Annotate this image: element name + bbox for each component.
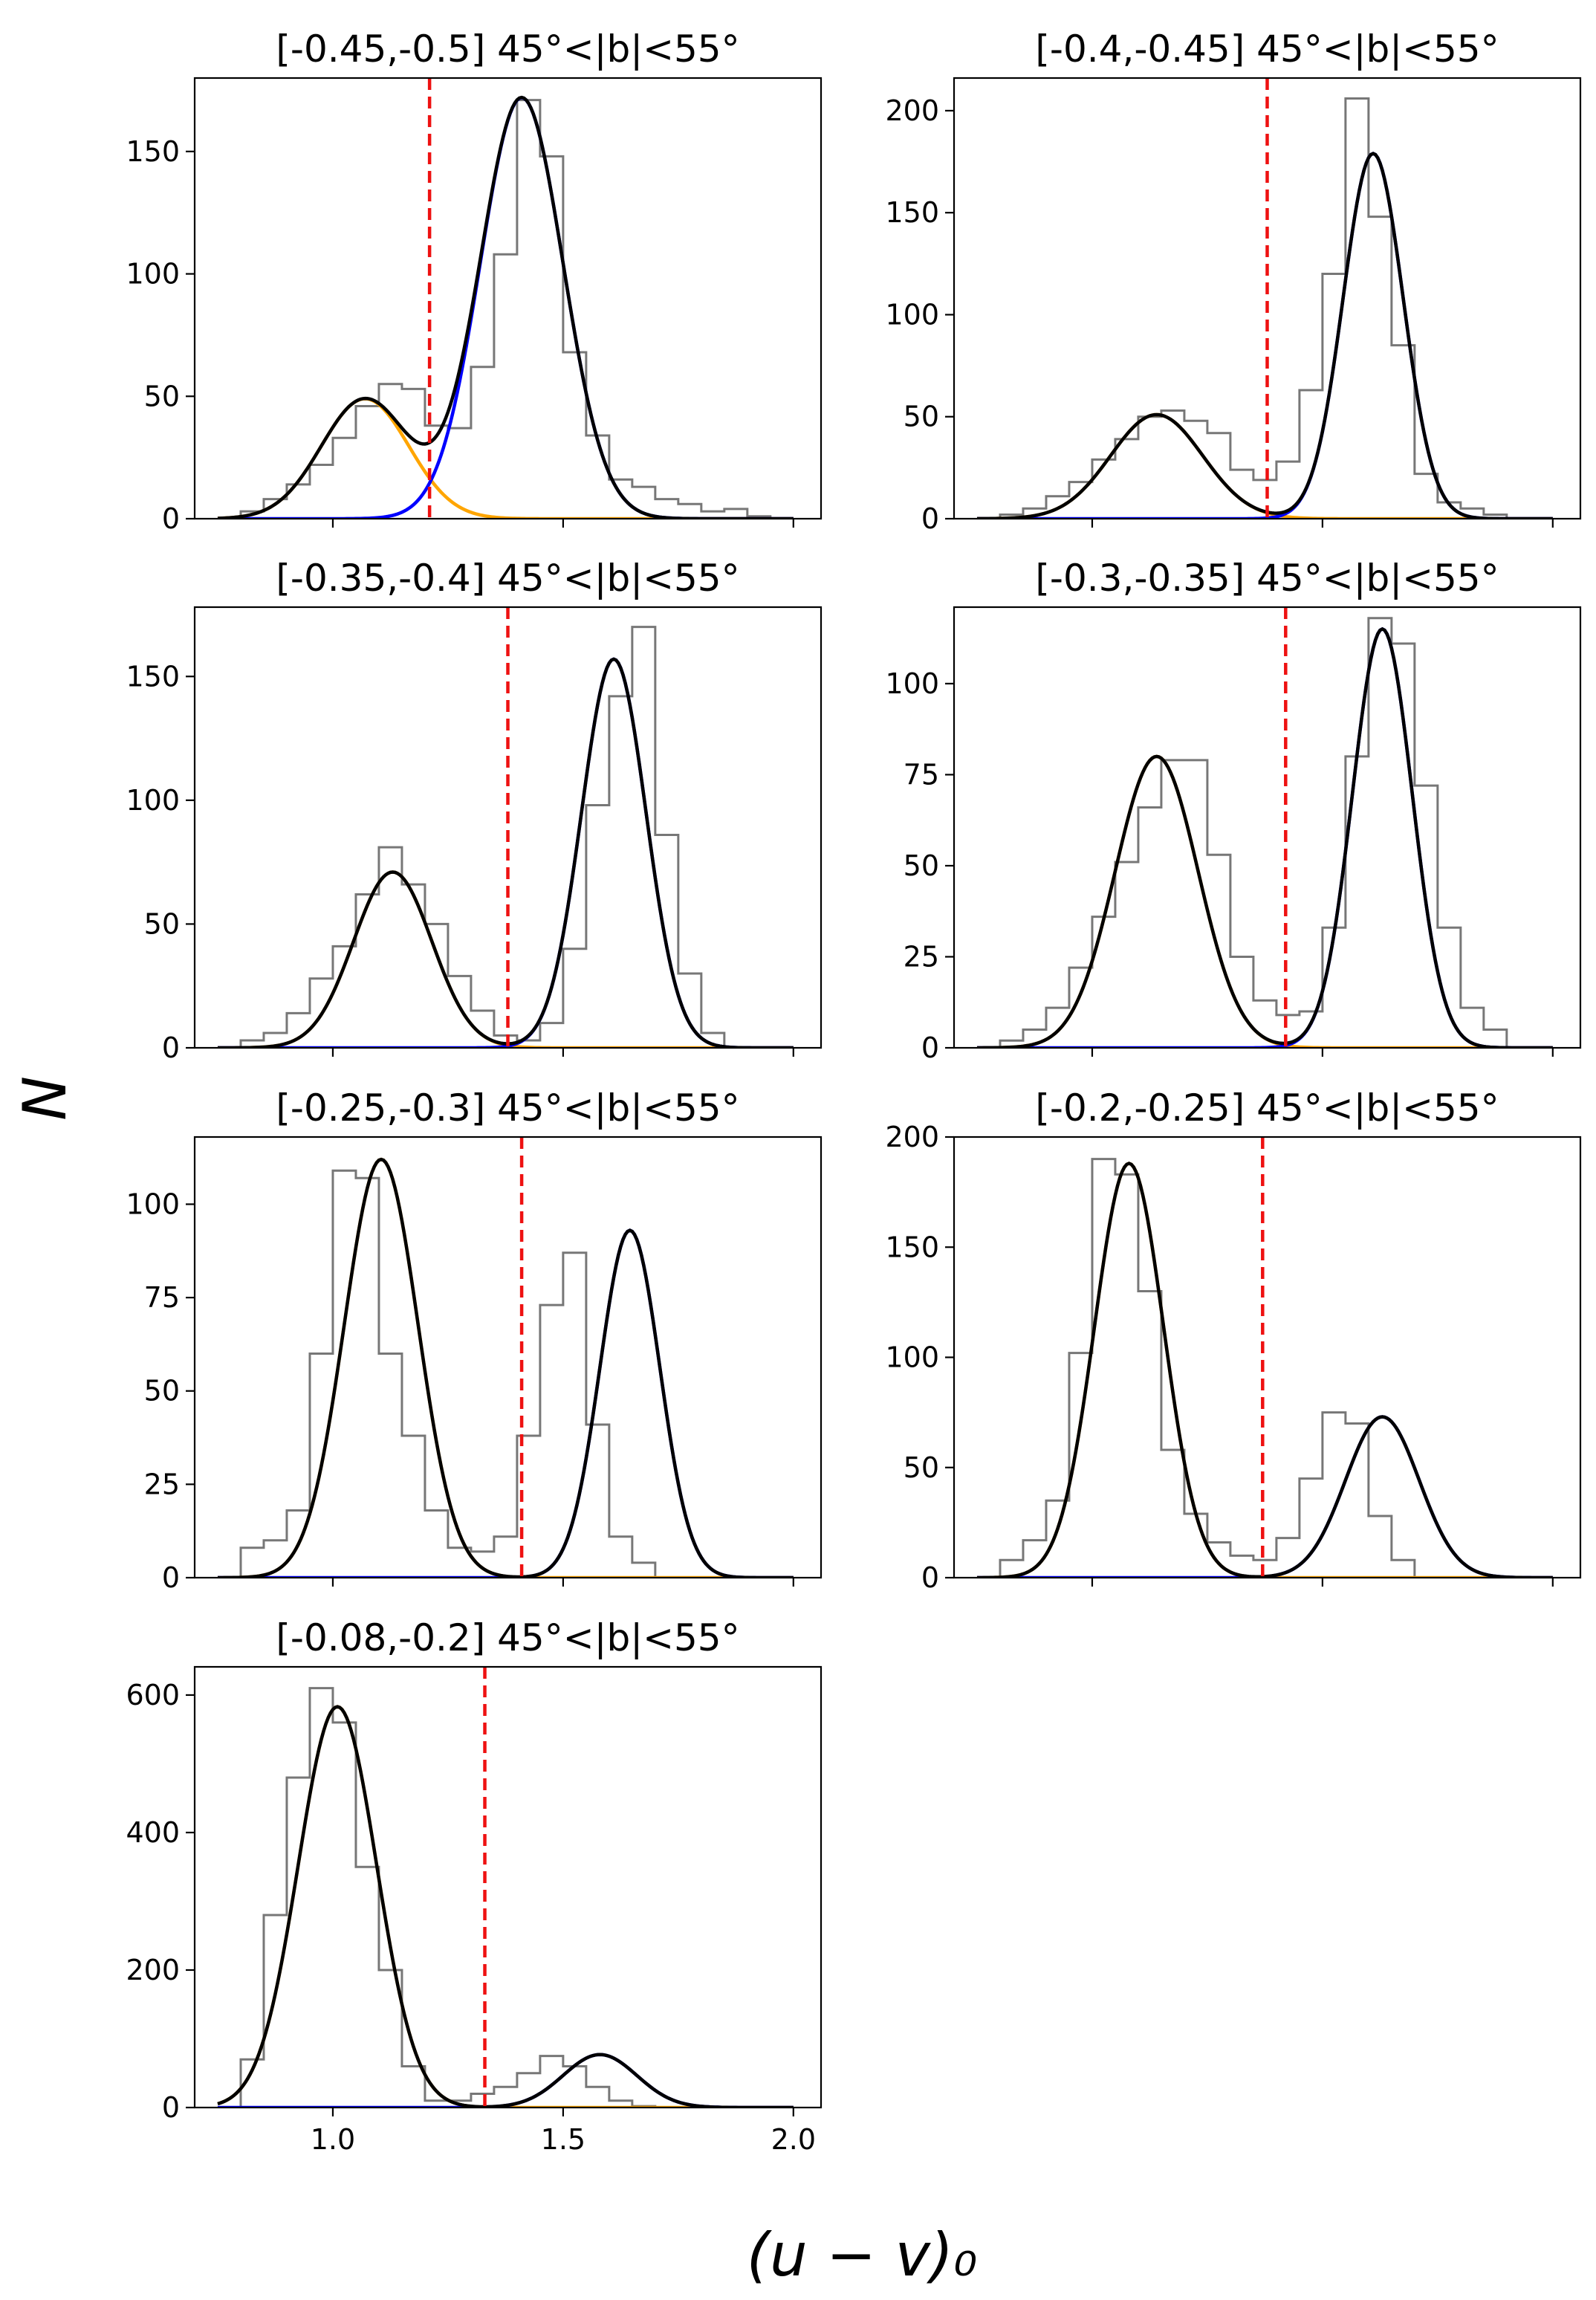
y-tick-label: 25 — [904, 940, 939, 973]
panel-2: 0 50 100 150 200 [-0.4,-0.45] 45°<|b|<55° — [885, 27, 1582, 535]
x-tick-label: 2.0 — [771, 2123, 816, 2156]
y-tick-label: 75 — [144, 1281, 180, 1314]
axes-frame — [193, 1136, 823, 1579]
panel-7: 0 200 400 600 1.0 1.5 2.0 [-0.08,-0.2] 45°<|b|<… — [126, 1616, 823, 2156]
axes-frame — [953, 606, 1582, 1049]
plot-area — [217, 1667, 794, 2108]
y-tick-label: 0 — [921, 502, 939, 535]
plot-area — [217, 607, 794, 1048]
y-tick-label: 50 — [904, 401, 939, 433]
panel-5: 0 25 50 75 100 [-0.25,-0.3] 45°<|b|<55° — [126, 1086, 823, 1594]
red-sequence-fit-curve — [976, 626, 1553, 1048]
y-tick-label: 25 — [144, 1468, 180, 1500]
plot-area — [976, 607, 1553, 1048]
y-tick-label: 0 — [921, 1561, 939, 1594]
axes-frame — [193, 1665, 823, 2109]
panel-title: [-0.35,-0.4] 45°<|b|<55° — [276, 557, 739, 600]
axes-frame — [193, 606, 823, 1049]
blue-cloud-fit-curve — [976, 754, 1553, 1048]
panel-title: [-0.4,-0.45] 45°<|b|<55° — [1035, 27, 1499, 71]
total-fit-curve — [976, 626, 1553, 1048]
red-sequence-fit-curve — [217, 2053, 794, 2108]
axes-frame — [193, 77, 823, 520]
x-tick-label: 1.5 — [541, 2123, 585, 2156]
y-tick-label: 100 — [126, 1188, 180, 1220]
y-tick-label: 100 — [885, 298, 939, 331]
total-fit-curve — [217, 1157, 794, 1578]
red-sequence-fit-curve — [976, 1415, 1553, 1578]
plot-area — [976, 1137, 1553, 1578]
histogram — [239, 1169, 794, 1578]
total-fit-curve — [217, 657, 794, 1048]
total-fit-curve — [976, 152, 1553, 519]
blue-cloud-fit-curve — [217, 1705, 794, 2108]
y-tick-label: 50 — [904, 1451, 939, 1484]
y-tick-label: 50 — [144, 1375, 180, 1407]
y-tick-label: 400 — [126, 1816, 180, 1849]
panel-3: 0 50 100 150 [-0.35,-0.4] 45°<|b|<55° — [126, 557, 823, 1064]
histogram — [999, 97, 1553, 519]
panel-title: [-0.2,-0.25] 45°<|b|<55° — [1035, 1086, 1499, 1130]
figure-xlabel: (u − v)₀ — [747, 2220, 977, 2290]
y-tick-label: 100 — [885, 667, 939, 700]
y-tick-label: 150 — [126, 135, 180, 168]
histogram — [239, 1687, 794, 2108]
panel-title: [-0.25,-0.3] 45°<|b|<55° — [276, 1086, 739, 1130]
y-tick-label: 100 — [885, 1341, 939, 1374]
y-tick-label: 0 — [162, 1031, 180, 1064]
y-tick-label: 0 — [162, 2091, 180, 2124]
blue-cloud-fit-curve — [976, 412, 1553, 519]
y-tick-label: 0 — [162, 1561, 180, 1594]
y-tick-label: 200 — [885, 1121, 939, 1153]
red-sequence-fit-curve — [217, 657, 794, 1048]
y-tick-label: 150 — [885, 1231, 939, 1263]
blue-cloud-fit-curve — [217, 397, 794, 519]
plot-area — [217, 1137, 794, 1578]
y-tick-label: 50 — [144, 907, 180, 940]
y-tick-label: 200 — [885, 94, 939, 127]
total-fit-curve — [976, 1162, 1553, 1578]
panel-title: [-0.45,-0.5] 45°<|b|<55° — [276, 27, 739, 71]
blue-cloud-fit-curve — [217, 870, 794, 1048]
y-tick-label: 75 — [904, 758, 939, 791]
plot-area — [976, 78, 1553, 519]
y-tick-label: 600 — [126, 1679, 180, 1711]
y-tick-label: 150 — [126, 660, 180, 693]
y-tick-label: 100 — [126, 784, 180, 817]
figure-ylabel: N — [10, 1076, 80, 1121]
y-tick-label: 0 — [921, 1031, 939, 1064]
panel-4: 0 25 50 75 100 [-0.3,-0.35] 45°<|b|<55° — [885, 557, 1582, 1064]
histogram — [999, 617, 1553, 1048]
histogram — [239, 626, 794, 1048]
total-fit-curve — [217, 95, 794, 519]
y-tick-label: 100 — [126, 258, 180, 291]
histogram — [239, 99, 794, 519]
panels: 0 50 100 150 [-0.45,-0.5] 45°<|b|<55° 0 50 100 1… — [126, 27, 1582, 2156]
panel-title: [-0.08,-0.2] 45°<|b|<55° — [276, 1616, 739, 1659]
y-tick-label: 50 — [904, 849, 939, 882]
x-tick-label: 1.0 — [311, 2123, 355, 2156]
y-tick-label: 0 — [162, 502, 180, 535]
red-sequence-fit-curve — [217, 1228, 794, 1578]
red-sequence-fit-curve — [976, 152, 1553, 519]
axes-frame — [953, 77, 1582, 520]
plot-area — [217, 78, 794, 519]
y-tick-label: 200 — [126, 1954, 180, 1986]
panel-title: [-0.3,-0.35] 45°<|b|<55° — [1035, 557, 1499, 600]
red-sequence-fit-curve — [217, 96, 794, 519]
y-tick-label: 50 — [144, 380, 180, 412]
panel-1: 0 50 100 150 [-0.45,-0.5] 45°<|b|<55° — [126, 27, 823, 535]
panel-6: 0 50 100 150 200 [-0.2,-0.25] 45°<|b|<55° — [885, 1086, 1582, 1594]
y-tick-label: 150 — [885, 196, 939, 229]
total-fit-curve — [217, 1705, 794, 2108]
histogram — [999, 1158, 1553, 1578]
axes-frame — [953, 1136, 1582, 1579]
blue-cloud-fit-curve — [217, 1157, 794, 1578]
